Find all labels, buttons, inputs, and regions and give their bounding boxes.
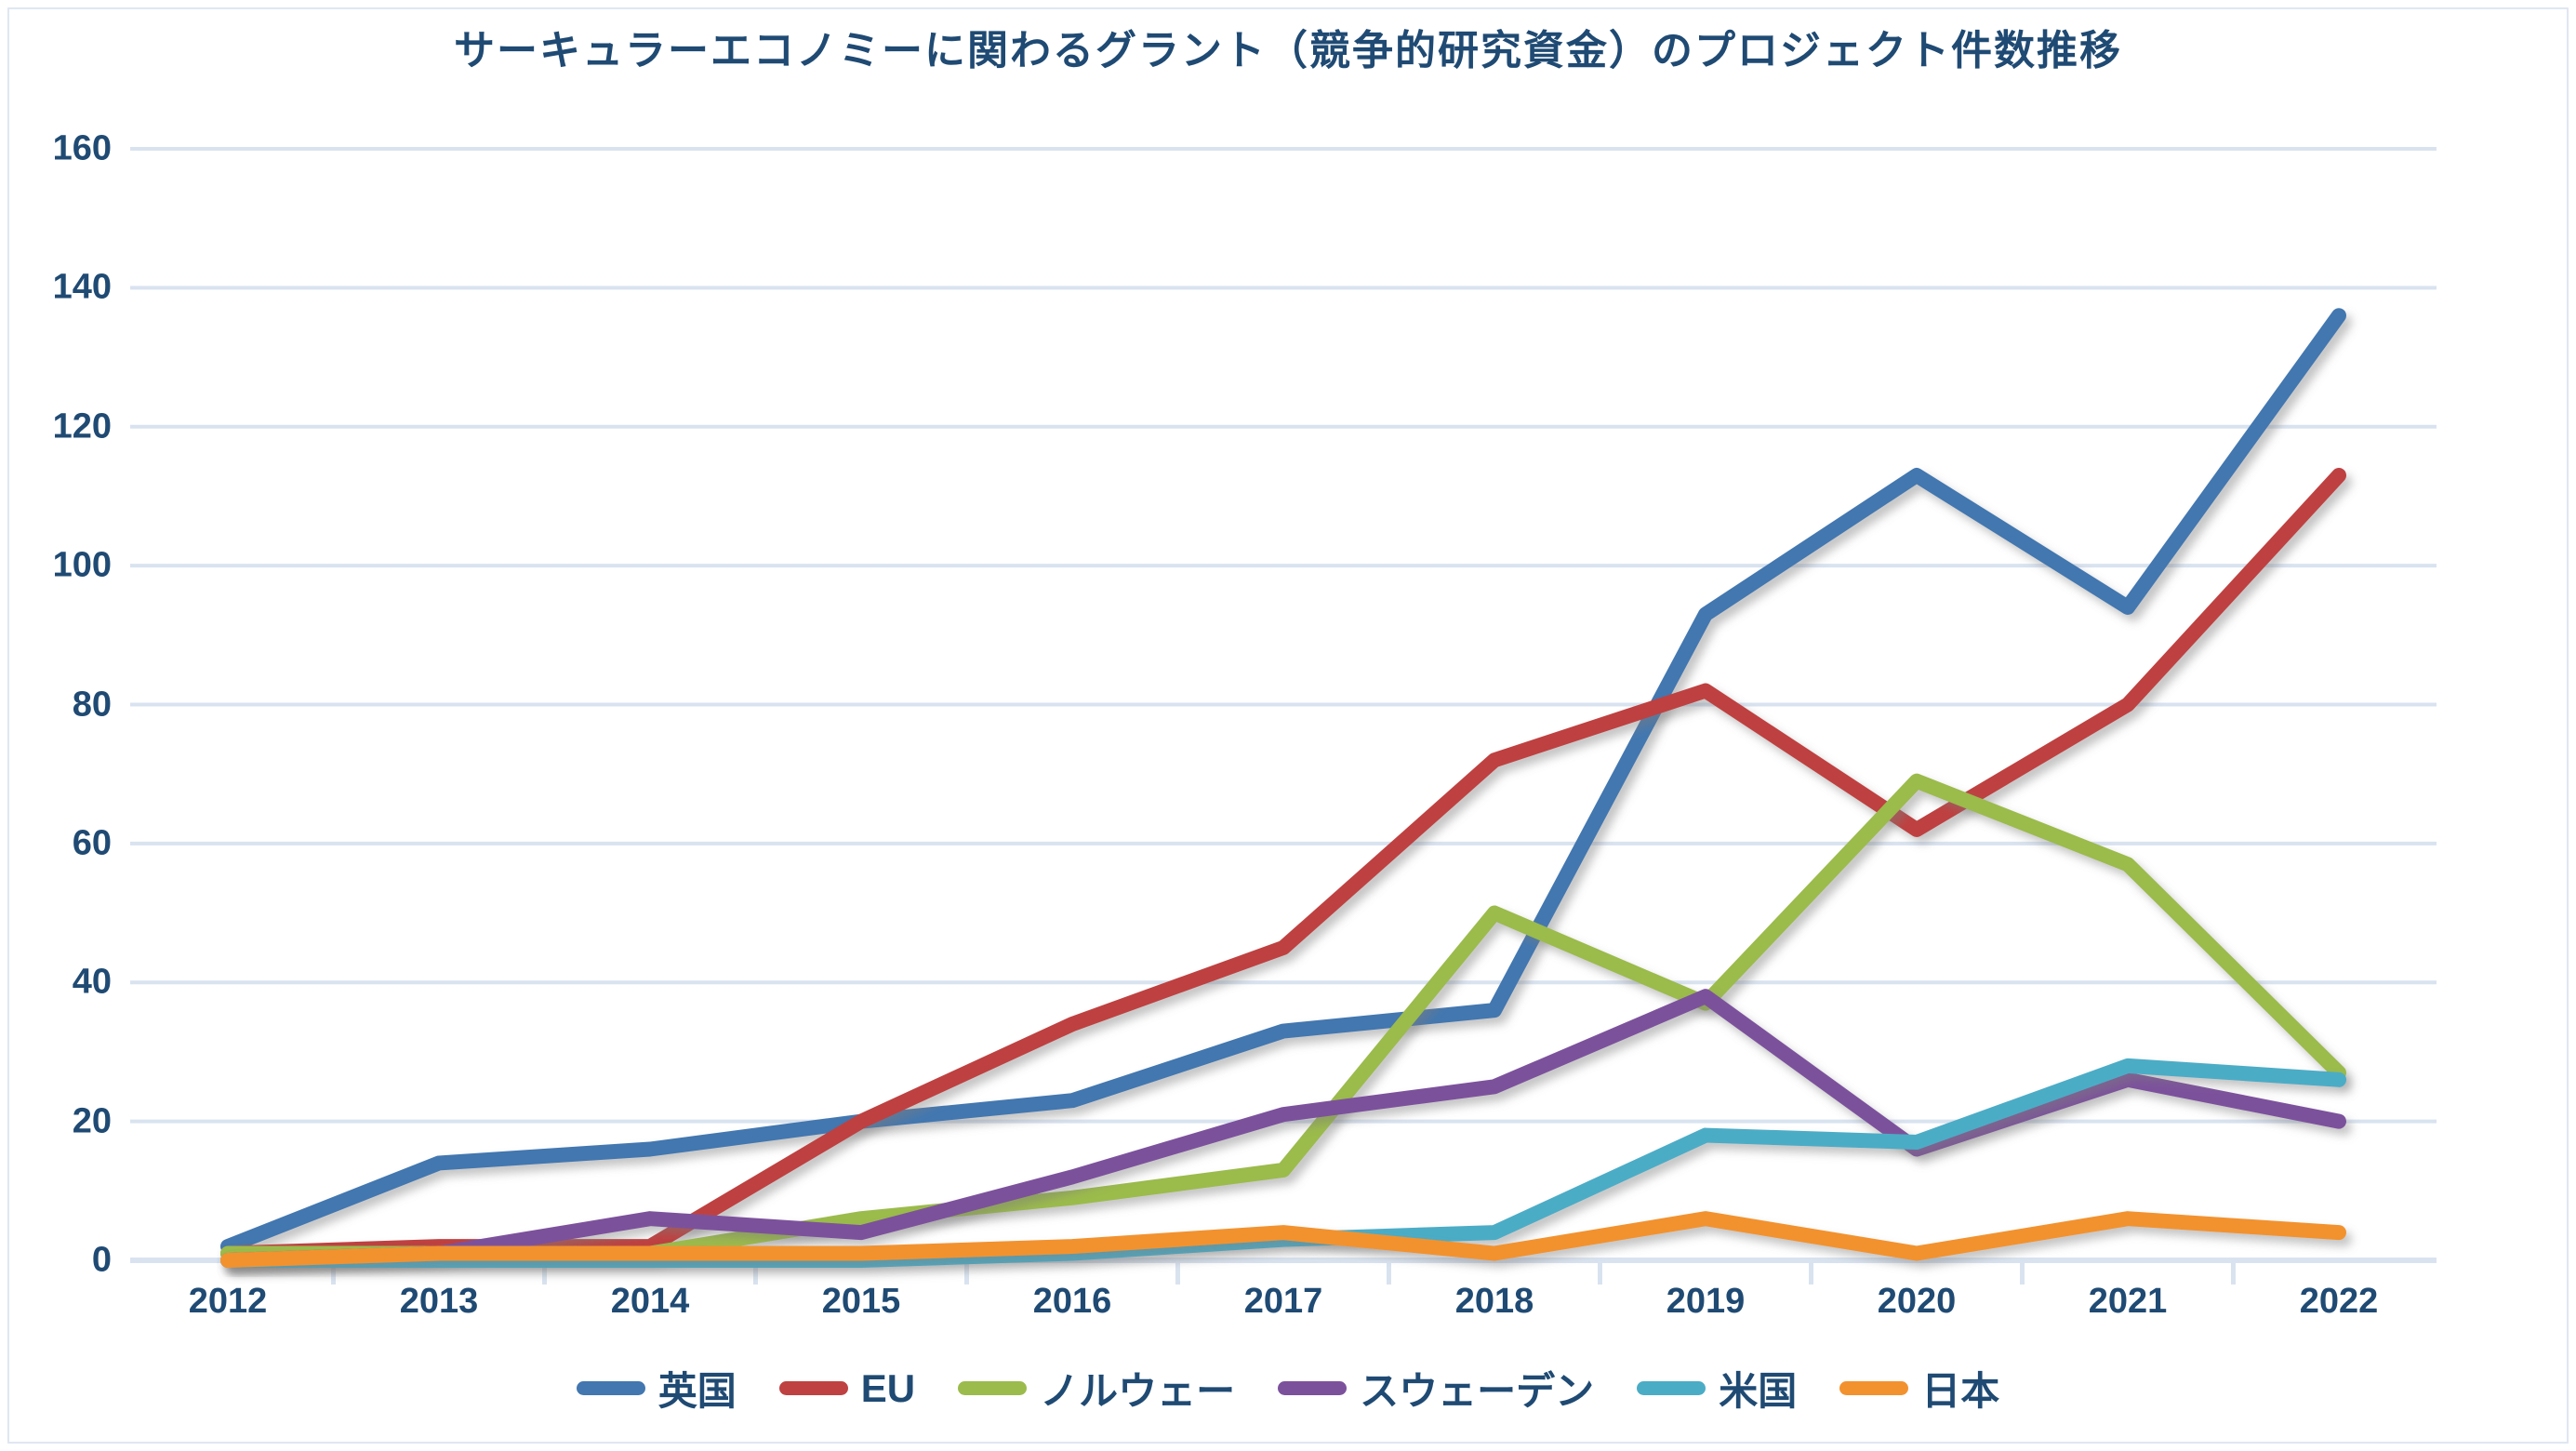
legend-item-1[interactable]: EU	[778, 1365, 916, 1411]
x-axis: 2012 2013 2014 2015 2016 2017 2018 2019 2020 2021…	[130, 1282, 2437, 1338]
legend-label: 英国	[657, 1369, 737, 1413]
x-axis-tick-label: 2016	[1032, 1282, 1112, 1321]
y-axis-tick-label: 20	[72, 1101, 112, 1141]
legend-item-0[interactable]: 英国	[576, 1360, 737, 1417]
legend-label: 米国	[1719, 1369, 1798, 1413]
chart-frame	[7, 7, 2569, 1444]
legend-label: スウェーデン	[1360, 1369, 1595, 1413]
series-canvas	[130, 147, 2437, 1285]
chart-title: サーキュラーエコノミーに関わるグラント（競争的研究資金）のプロジェクト件数推移	[454, 28, 2122, 73]
series-line-3	[220, 989, 2346, 1268]
y-axis: 0 20 40 60 80 100 120 140 160	[0, 129, 112, 1280]
x-axis-tick-label: 2018	[1454, 1282, 1534, 1321]
series-line-2	[220, 773, 2346, 1261]
legend-label: ノルウェー	[1040, 1369, 1236, 1413]
legend-swatch-icon	[958, 1381, 1028, 1395]
x-axis-tick-label: 2021	[2088, 1282, 2168, 1321]
legend-swatch-icon	[1278, 1381, 1348, 1395]
x-axis-tick-label: 2020	[1877, 1282, 1957, 1321]
series-line-0	[220, 308, 2346, 1255]
plot-area	[130, 147, 2437, 1285]
legend-swatch-icon	[1637, 1381, 1706, 1395]
series-line-5	[220, 1211, 2346, 1268]
y-axis-tick-label: 60	[72, 823, 112, 863]
legend-item-5[interactable]: 日本	[1839, 1360, 1999, 1417]
legend-swatch-icon	[778, 1381, 848, 1395]
x-axis-tick-label: 2017	[1243, 1282, 1323, 1321]
y-axis-tick-label: 100	[52, 545, 112, 585]
data-series-group	[220, 308, 2346, 1268]
y-axis-tick-label: 0	[91, 1240, 112, 1280]
y-axis-tick-label: 160	[52, 128, 112, 168]
y-axis-tick-label: 80	[72, 685, 112, 724]
y-axis-tick-label: 40	[72, 962, 112, 1002]
x-axis-tick-label: 2012	[188, 1282, 268, 1321]
legend-label: 日本	[1921, 1369, 2000, 1413]
legend-label: EU	[860, 1365, 916, 1410]
x-axis-tick-label: 2015	[821, 1282, 901, 1321]
legend-swatch-icon	[1839, 1381, 1909, 1395]
legend-item-3[interactable]: スウェーデン	[1278, 1360, 1594, 1417]
x-axis-tick-label: 2019	[1666, 1282, 1746, 1321]
y-axis-tick-label: 120	[52, 406, 112, 446]
chart-legend: 英国 EU ノルウェー スウェーデン 米国 日本	[0, 1360, 2576, 1417]
legend-item-4[interactable]: 米国	[1637, 1360, 1797, 1417]
x-axis-tick-label: 2022	[2299, 1282, 2379, 1321]
legend-item-2[interactable]: ノルウェー	[958, 1360, 1235, 1417]
x-axis-tick-label: 2013	[399, 1282, 479, 1321]
series-line-1	[220, 468, 2346, 1261]
legend-swatch-icon	[576, 1381, 645, 1395]
y-axis-tick-label: 140	[52, 267, 112, 307]
x-axis-tick-label: 2014	[610, 1282, 690, 1321]
